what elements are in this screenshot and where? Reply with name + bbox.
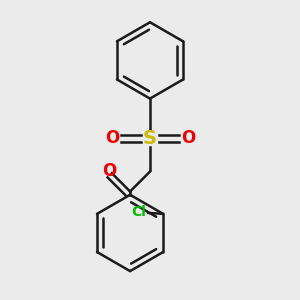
Text: O: O	[105, 129, 119, 147]
Text: Cl: Cl	[131, 205, 146, 219]
Text: O: O	[181, 129, 195, 147]
Text: S: S	[143, 129, 157, 148]
Text: O: O	[102, 162, 116, 180]
